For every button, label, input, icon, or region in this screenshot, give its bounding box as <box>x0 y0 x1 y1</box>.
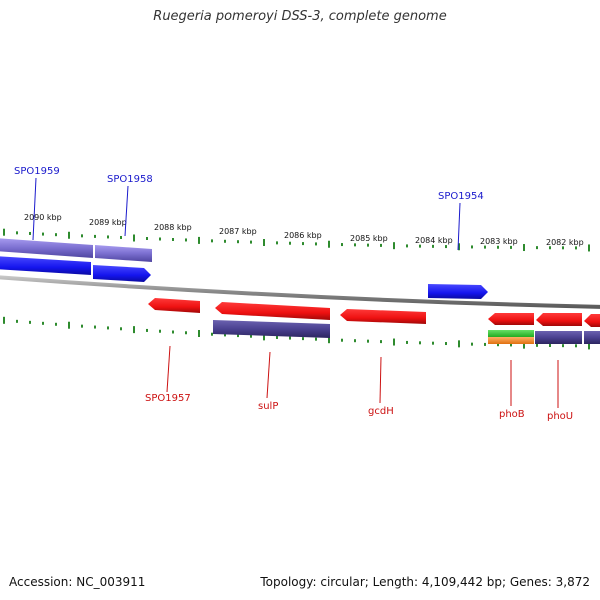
scale-label-2088: 2088 kbp <box>154 223 192 232</box>
gene-phob[interactable] <box>488 313 534 325</box>
gene-edge-inner[interactable] <box>584 331 600 344</box>
label-gcdh[interactable]: gcdH <box>368 406 394 417</box>
forward-gene-labels: SPO1959 SPO1958 SPO1954 <box>14 166 484 251</box>
forward-scale-ticks <box>3 228 590 252</box>
leader-spo1957 <box>166 345 171 393</box>
gene-sulp[interactable] <box>215 302 330 320</box>
scale-label-2086: 2086 kbp <box>284 231 322 240</box>
scale-label-2087: 2087 kbp <box>219 227 257 236</box>
leader-spo1959 <box>32 177 37 241</box>
gene-phob-orange[interactable] <box>488 337 534 344</box>
genome-summary: Topology: circular; Length: 4,109,442 bp… <box>260 575 590 589</box>
leader-sulp <box>266 351 271 399</box>
scale-label-2084: 2084 kbp <box>415 236 453 245</box>
gene-spo1959-outer[interactable] <box>0 238 93 258</box>
accession-text: Accession: NC_003911 <box>9 575 146 589</box>
gene-spo1959[interactable] <box>0 256 91 275</box>
label-spo1954[interactable]: SPO1954 <box>438 191 484 202</box>
reverse-genes <box>148 298 600 344</box>
gene-phou-inner[interactable] <box>535 331 582 344</box>
leader-spo1954 <box>457 202 461 251</box>
label-sulp[interactable]: sulP <box>258 401 278 412</box>
label-phou[interactable]: phoU <box>547 411 573 422</box>
gene-spo1958[interactable] <box>93 265 151 282</box>
gene-gcdh[interactable] <box>340 309 426 324</box>
gene-phou[interactable] <box>536 313 582 326</box>
scale-label-2082: 2082 kbp <box>546 238 584 247</box>
scale-label-2083: 2083 kbp <box>480 237 518 246</box>
label-phob[interactable]: phoB <box>499 409 525 420</box>
label-spo1957[interactable]: SPO1957 <box>145 393 191 404</box>
leader-gcdh <box>379 356 382 404</box>
scale-label-2090: 2090 kbp <box>24 213 62 222</box>
gene-spo1957[interactable] <box>148 298 200 313</box>
scale-label-2089: 2089 kbp <box>89 218 127 227</box>
scale-labels: 2090 kbp 2089 kbp 2088 kbp 2087 kbp 2086… <box>24 213 584 247</box>
gene-spo1958-outer[interactable] <box>95 245 152 262</box>
gene-phob-green[interactable] <box>488 330 534 337</box>
label-spo1959[interactable]: SPO1959 <box>14 166 60 177</box>
gene-edge[interactable] <box>584 314 600 327</box>
gene-spo1954[interactable] <box>428 284 488 299</box>
gene-sulp-inner[interactable] <box>213 320 330 338</box>
map-title: Ruegeria pomeroyi DSS-3, complete genome <box>153 9 447 24</box>
genome-backbone <box>0 275 600 309</box>
leader-spo1958 <box>124 185 129 237</box>
scale-label-2085: 2085 kbp <box>350 234 388 243</box>
reverse-scale-ticks <box>3 316 590 350</box>
label-spo1958[interactable]: SPO1958 <box>107 174 153 185</box>
reverse-gene-labels: SPO1957 sulP gcdH phoB phoU <box>145 345 573 422</box>
forward-genes <box>0 238 488 299</box>
